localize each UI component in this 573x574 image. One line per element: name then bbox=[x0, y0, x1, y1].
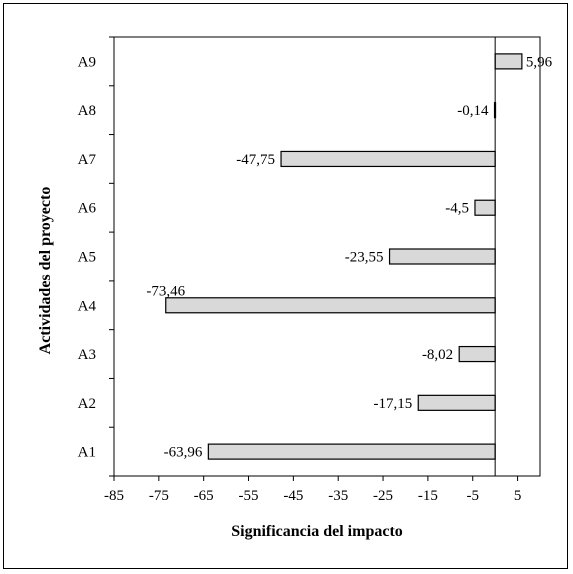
x-tick-label: -5 bbox=[466, 488, 479, 504]
category-label: A8 bbox=[78, 103, 96, 119]
bar-a1 bbox=[207, 443, 496, 460]
data-label-a6: -4,5 bbox=[445, 201, 469, 217]
category-label: A9 bbox=[78, 54, 96, 70]
x-axis-ticks: -85 -75 -65 -55 -45 -35 -25 -15 -5 5 bbox=[104, 476, 521, 504]
bar-a5 bbox=[388, 248, 496, 265]
bar-a6 bbox=[474, 199, 496, 216]
x-tick-label: -45 bbox=[283, 488, 303, 504]
x-tick-label: -65 bbox=[194, 488, 214, 504]
data-label-a3: -8,02 bbox=[422, 347, 453, 363]
bar-a9 bbox=[494, 53, 523, 70]
bar-a2 bbox=[417, 394, 496, 411]
y-axis-categories: A1 A2 A3 A4 A5 A6 A7 A8 A9 bbox=[78, 36, 114, 477]
bar-a3 bbox=[458, 345, 496, 363]
x-tick-label: -85 bbox=[104, 488, 124, 504]
category-label: A3 bbox=[78, 347, 96, 363]
category-label: A2 bbox=[78, 396, 96, 412]
data-label-a7: -47,75 bbox=[236, 152, 275, 168]
category-label: A5 bbox=[78, 250, 96, 266]
x-tick-label: -75 bbox=[149, 488, 169, 504]
x-tick-label: -35 bbox=[328, 488, 348, 504]
bar-a4 bbox=[165, 297, 496, 314]
x-tick-label: -15 bbox=[418, 488, 438, 504]
category-label: A4 bbox=[78, 298, 97, 314]
data-label-a8: -0,14 bbox=[457, 103, 489, 119]
x-axis-title: Significancia del impacto bbox=[231, 523, 403, 540]
category-label: A1 bbox=[78, 445, 96, 461]
category-label: A6 bbox=[78, 201, 97, 217]
data-label-a9: 5,96 bbox=[526, 54, 553, 70]
chart-frame bbox=[3, 3, 568, 569]
data-label-a4: -73,46 bbox=[146, 283, 185, 299]
plot-area bbox=[113, 36, 541, 477]
x-tick-label: -55 bbox=[239, 488, 259, 504]
x-tick-label: 5 bbox=[514, 488, 522, 504]
data-labels-group: -63,96 -17,15 -8,02 -73,46 -23,55 -4,5 -47,75 -… bbox=[146, 54, 552, 460]
x-tick-label: -25 bbox=[373, 488, 393, 504]
data-label-a2: -17,15 bbox=[374, 396, 413, 412]
category-label: A7 bbox=[78, 152, 97, 168]
data-label-a1: -63,96 bbox=[164, 445, 203, 461]
data-label-a5: -23,55 bbox=[345, 250, 384, 266]
bar-a7 bbox=[280, 150, 496, 168]
y-axis-title: Actividades del proyecto bbox=[37, 187, 54, 355]
